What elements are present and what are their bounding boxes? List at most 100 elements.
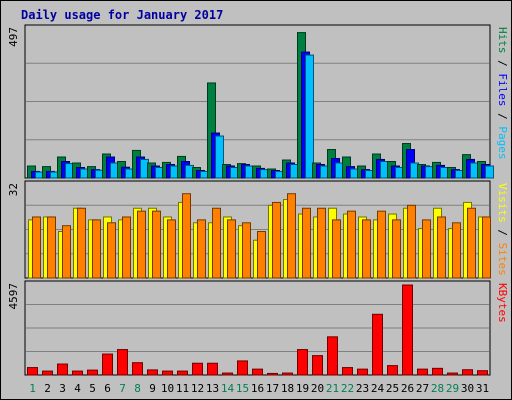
bar-kbytes-13 bbox=[207, 362, 218, 376]
x-tick-label-13: 13 bbox=[206, 382, 219, 395]
bar-kbytes-20 bbox=[312, 355, 323, 376]
x-tick-label-20: 20 bbox=[311, 382, 324, 395]
bar-sites-8 bbox=[137, 210, 146, 279]
bar-sites-9 bbox=[152, 210, 161, 279]
bar-kbytes-6 bbox=[102, 353, 113, 376]
bar-sites-5 bbox=[92, 219, 101, 279]
x-tick-label-19: 19 bbox=[296, 382, 309, 395]
bar-sites-29 bbox=[452, 222, 461, 279]
legend-entry-hits: Hits bbox=[496, 27, 509, 54]
bar-kbytes-31 bbox=[477, 370, 488, 376]
bar-kbytes-18 bbox=[282, 372, 293, 376]
bar-kbytes-5 bbox=[87, 369, 98, 376]
bar-kbytes-2 bbox=[42, 370, 53, 376]
legend-entry-sites: Sites bbox=[496, 243, 509, 276]
bar-kbytes-17 bbox=[267, 372, 278, 376]
bar-sites-21 bbox=[332, 219, 341, 279]
bar-sites-12 bbox=[197, 219, 206, 279]
bar-sites-20 bbox=[317, 207, 326, 279]
x-tick-label-25: 25 bbox=[386, 382, 399, 395]
bar-sites-26 bbox=[407, 204, 416, 279]
x-tick-label-17: 17 bbox=[266, 382, 279, 395]
x-tick-label-29: 29 bbox=[446, 382, 459, 395]
bar-kbytes-14 bbox=[222, 372, 233, 376]
bar-sites-17 bbox=[272, 201, 281, 279]
bar-sites-6 bbox=[107, 222, 116, 279]
x-tick-label-7: 7 bbox=[119, 382, 126, 395]
bar-pages-31 bbox=[485, 165, 494, 179]
x-tick-label-3: 3 bbox=[59, 382, 66, 395]
bar-kbytes-15 bbox=[237, 360, 248, 376]
bar-kbytes-7 bbox=[117, 349, 128, 376]
x-tick-label-16: 16 bbox=[251, 382, 264, 395]
legend-entry-files: Files bbox=[496, 73, 509, 106]
bar-kbytes-3 bbox=[57, 363, 68, 376]
x-tick-label-30: 30 bbox=[461, 382, 474, 395]
bar-sites-11 bbox=[182, 193, 191, 279]
bar-kbytes-28 bbox=[432, 367, 443, 376]
bar-sites-27 bbox=[422, 219, 431, 279]
chart-title: Daily usage for January 2017 bbox=[21, 8, 224, 22]
x-tick-label-8: 8 bbox=[134, 382, 141, 395]
bar-kbytes-10 bbox=[162, 370, 173, 376]
bar-sites-7 bbox=[122, 216, 131, 279]
bar-sites-2 bbox=[47, 216, 56, 279]
x-tick-label-2: 2 bbox=[44, 382, 51, 395]
x-tick-label-28: 28 bbox=[431, 382, 444, 395]
bar-kbytes-22 bbox=[342, 367, 353, 376]
legend-entry-kbytes: KBytes bbox=[496, 283, 509, 323]
x-tick-label-6: 6 bbox=[104, 382, 111, 395]
ymax-label-bottom: 4597 bbox=[7, 283, 20, 310]
x-tick-label-5: 5 bbox=[89, 382, 96, 395]
bar-sites-16 bbox=[257, 231, 266, 279]
ymax-label-middle: 32 bbox=[7, 183, 20, 196]
legend-entry-visits: Visits bbox=[496, 183, 509, 223]
bar-pages-13 bbox=[215, 135, 224, 179]
bar-sites-18 bbox=[287, 193, 296, 279]
bar-kbytes-23 bbox=[357, 368, 368, 376]
legend-separator: / bbox=[496, 54, 509, 74]
legend-entry-pages: Pages bbox=[496, 126, 509, 159]
bar-kbytes-16 bbox=[252, 368, 263, 376]
bar-kbytes-27 bbox=[417, 368, 428, 376]
bar-kbytes-9 bbox=[147, 369, 158, 376]
x-tick-label-11: 11 bbox=[176, 382, 189, 395]
bar-sites-4 bbox=[77, 207, 86, 279]
bar-kbytes-26 bbox=[402, 284, 413, 376]
bar-sites-24 bbox=[377, 210, 386, 279]
bar-kbytes-21 bbox=[327, 336, 338, 376]
x-tick-label-22: 22 bbox=[341, 382, 354, 395]
bar-kbytes-24 bbox=[372, 313, 383, 376]
x-tick-label-24: 24 bbox=[371, 382, 385, 395]
ymax-label-top: 497 bbox=[7, 27, 20, 47]
bar-sites-1 bbox=[32, 216, 41, 279]
bar-kbytes-11 bbox=[177, 370, 188, 376]
bar-sites-28 bbox=[437, 216, 446, 279]
bar-sites-19 bbox=[302, 207, 311, 279]
x-tick-label-26: 26 bbox=[401, 382, 414, 395]
bar-sites-23 bbox=[362, 219, 371, 279]
legend-bottom: KBytes bbox=[496, 283, 509, 323]
x-tick-label-10: 10 bbox=[161, 382, 174, 395]
x-tick-label-31: 31 bbox=[476, 382, 489, 395]
bar-sites-22 bbox=[347, 210, 356, 279]
bar-kbytes-4 bbox=[72, 370, 83, 376]
legend-top: Hits / Files / Pages bbox=[496, 27, 509, 160]
bar-sites-3 bbox=[62, 225, 71, 279]
bar-kbytes-29 bbox=[447, 372, 458, 376]
x-tick-label-9: 9 bbox=[149, 382, 156, 395]
bar-sites-10 bbox=[167, 219, 176, 279]
x-tick-label-23: 23 bbox=[356, 382, 369, 395]
x-tick-label-1: 1 bbox=[29, 382, 36, 395]
x-tick-label-27: 27 bbox=[416, 382, 429, 395]
bar-sites-30 bbox=[467, 207, 476, 279]
bar-kbytes-1 bbox=[27, 367, 38, 376]
bar-sites-13 bbox=[212, 207, 221, 279]
bar-sites-15 bbox=[242, 222, 251, 279]
bar-kbytes-25 bbox=[387, 365, 398, 376]
legend-separator: / bbox=[496, 223, 509, 243]
bar-kbytes-12 bbox=[192, 362, 203, 376]
bar-kbytes-19 bbox=[297, 349, 308, 376]
legend-separator: / bbox=[496, 107, 509, 127]
